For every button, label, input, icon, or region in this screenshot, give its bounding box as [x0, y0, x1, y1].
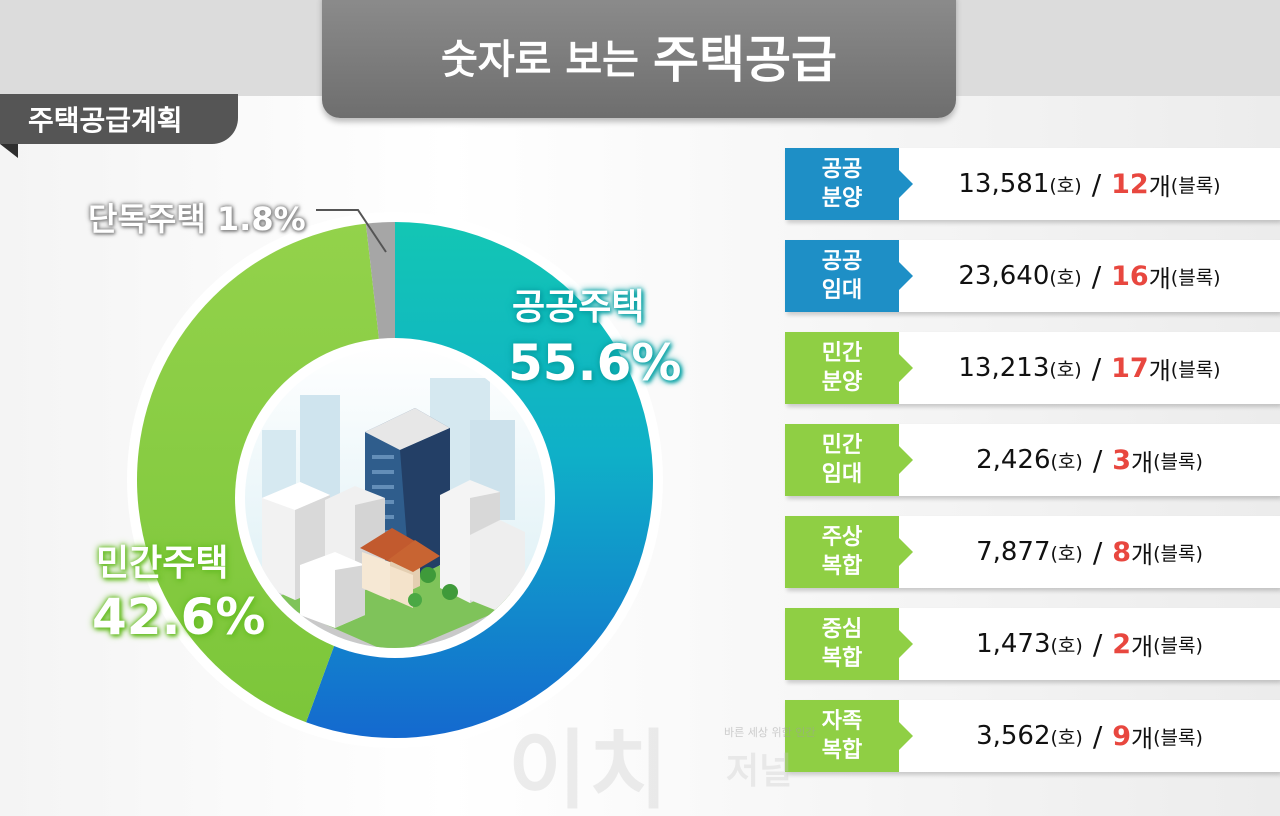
stat-units: 3,562: [976, 721, 1051, 751]
stat-category-tag: 자족 복합: [785, 700, 913, 772]
stat-block-suffix: (블록): [1153, 634, 1203, 657]
slice-label-single: 단독주택 1.8%: [88, 194, 306, 240]
stat-block-unit: 개: [1148, 264, 1171, 293]
stat-block-suffix: (블록): [1170, 174, 1221, 197]
slice-label-single-name: 단독주택: [88, 200, 206, 238]
stat-category-label: 공공 분양: [821, 157, 863, 211]
stat-value: 3,562 (호) / 9 개 (블록): [899, 700, 1280, 772]
stat-block-suffix: (블록): [1170, 358, 1221, 381]
stat-block-count: 9: [1112, 720, 1132, 752]
stat-separator: /: [1091, 259, 1102, 293]
stat-category-label: 주상 복합: [821, 525, 863, 579]
stat-block-unit: 개: [1148, 356, 1171, 385]
stat-category-label: 중심 복합: [821, 617, 863, 671]
stat-units-suffix: (호): [1050, 634, 1083, 657]
stat-category-tag: 민간 임대: [785, 424, 913, 496]
stat-units-suffix: (호): [1049, 174, 1082, 197]
stat-units-suffix: (호): [1049, 358, 1082, 381]
stat-row: 공공 임대 23,640 (호) / 16 개 (블록): [785, 240, 1280, 312]
stat-units: 2,426: [976, 445, 1051, 475]
stat-block-unit: 개: [1131, 448, 1154, 477]
stat-value: 13,581 (호) / 12 개 (블록): [899, 148, 1280, 220]
slice-label-public: 공공주택: [512, 287, 645, 328]
stat-block-count: 12: [1111, 168, 1149, 200]
stat-units: 1,473: [976, 629, 1051, 659]
stat-category-tag: 공공 임대: [785, 240, 913, 312]
stat-category-label: 공공 임대: [821, 249, 863, 303]
stat-value: 2,426 (호) / 3 개 (블록): [899, 424, 1280, 496]
city-illustration: [245, 348, 545, 648]
stat-row: 중심 복합 1,473 (호) / 2 개 (블록): [785, 608, 1280, 680]
watermark-tagline: 바른 세상 위한 인간: [724, 726, 816, 739]
stat-category-label: 민간 분양: [821, 341, 863, 395]
slice-value-public: 55.6%: [508, 334, 682, 392]
stat-block-count: 17: [1111, 352, 1149, 384]
stat-separator: /: [1092, 443, 1103, 477]
stat-block-suffix: (블록): [1153, 542, 1203, 565]
stat-block-suffix: (블록): [1153, 726, 1203, 749]
stat-block-unit: 개: [1148, 172, 1171, 201]
stat-value: 23,640 (호) / 16 개 (블록): [899, 240, 1280, 312]
stat-category-tag: 민간 분양: [785, 332, 913, 404]
stat-row: 공공 분양 13,581 (호) / 12 개 (블록): [785, 148, 1280, 220]
slice-label-single-value: 1.8%: [216, 200, 306, 238]
stat-category-label: 자족 복합: [821, 709, 863, 763]
slice-value-private: 42.6%: [92, 588, 266, 646]
stat-category-label: 민간 임대: [821, 433, 863, 487]
stat-block-count: 8: [1112, 536, 1132, 568]
stat-block-count: 2: [1112, 628, 1132, 660]
stat-units-suffix: (호): [1050, 450, 1083, 473]
stat-separator: /: [1092, 627, 1103, 661]
stat-block-unit: 개: [1131, 540, 1154, 569]
stat-block-unit: 개: [1131, 724, 1154, 753]
stat-block-count: 16: [1111, 260, 1149, 292]
stat-separator: /: [1091, 351, 1102, 385]
stat-category-tag: 주상 복합: [785, 516, 913, 588]
stat-units: 13,213: [958, 353, 1050, 383]
section-tab: 주택공급계획: [0, 94, 238, 144]
slice-label-private: 민간주택: [96, 543, 229, 584]
stat-separator: /: [1092, 535, 1103, 569]
page-title: 주택공급: [652, 31, 837, 89]
watermark-logo: 이치: [508, 721, 671, 816]
stat-value: 13,213 (호) / 17 개 (블록): [899, 332, 1280, 404]
stat-units: 23,640: [958, 261, 1050, 291]
stat-row: 자족 복합 3,562 (호) / 9 개 (블록): [785, 700, 1280, 772]
section-tab-fold: [0, 144, 18, 158]
stat-units-suffix: (호): [1050, 542, 1083, 565]
stat-value: 7,877 (호) / 8 개 (블록): [899, 516, 1280, 588]
stat-category-tag: 공공 분양: [785, 148, 913, 220]
donut-chart: [136, 209, 653, 738]
title-plate: 숫자로 보는 주택공급: [322, 0, 956, 118]
stat-separator: /: [1092, 719, 1103, 753]
page-title-prefix: 숫자로 보는: [441, 37, 639, 83]
stat-units-suffix: (호): [1050, 726, 1083, 749]
stat-row: 주상 복합 7,877 (호) / 8 개 (블록): [785, 516, 1280, 588]
stat-category-tag: 중심 복합: [785, 608, 913, 680]
leader-line: [316, 209, 387, 253]
stat-units-suffix: (호): [1049, 266, 1082, 289]
stat-row: 민간 임대 2,426 (호) / 3 개 (블록): [785, 424, 1280, 496]
watermark-sub: 저널: [726, 751, 793, 792]
stat-units: 13,581: [958, 169, 1050, 199]
stat-block-suffix: (블록): [1170, 266, 1221, 289]
stat-separator: /: [1091, 167, 1102, 201]
stat-block-count: 3: [1112, 444, 1132, 476]
stat-block-suffix: (블록): [1153, 450, 1203, 473]
stat-value: 1,473 (호) / 2 개 (블록): [899, 608, 1280, 680]
stat-block-unit: 개: [1131, 632, 1154, 661]
stat-row: 민간 분양 13,213 (호) / 17 개 (블록): [785, 332, 1280, 404]
stat-units: 7,877: [976, 537, 1051, 567]
